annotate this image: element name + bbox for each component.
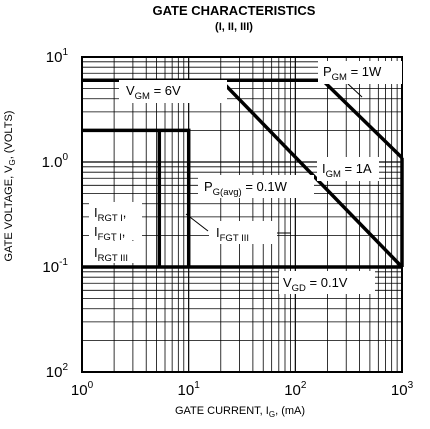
y-tick-label: 102	[46, 362, 69, 381]
series-line	[219, 79, 404, 269]
annotation-label: IGM = 1A	[322, 161, 372, 180]
annotation-label: VGM = 6V	[126, 83, 181, 102]
annotation-bg	[318, 61, 402, 84]
annotation-bg	[317, 157, 379, 181]
y-tick-label: 10-1	[42, 257, 68, 276]
annotation-label: IFGT I,	[94, 224, 125, 243]
annotation-label: VGD = 0.1V	[283, 275, 348, 294]
series-line	[321, 79, 404, 159]
annotations: VGM = 6V PGM = 1W IGM = 1A PG(avg) = 0.1W IR…	[89, 61, 402, 294]
x-tick-label: 103	[391, 380, 414, 399]
x-tick-label: 100	[71, 380, 94, 399]
y-tick-label: 101	[46, 47, 69, 66]
annotation-bg	[89, 241, 142, 263]
annotation-bg	[119, 80, 227, 103]
x-tick-label: 101	[178, 380, 201, 399]
chart-title: GATE CHARACTERISTICS	[153, 3, 316, 18]
annotation-bg	[198, 175, 314, 198]
y-tick-label: 1.00	[42, 152, 69, 171]
annotation-label: IRGT III	[94, 245, 128, 264]
x-tick-label: 102	[284, 380, 307, 399]
plot-frame	[81, 56, 403, 373]
annotation-label: IFGT III	[216, 225, 249, 244]
tick-labels: 100 101 102 103 101 1.00 10-1 102	[42, 47, 414, 399]
annotation-bg	[89, 221, 142, 240]
annotation-label: PG(avg) = 0.1W	[204, 179, 288, 198]
grid	[82, 57, 402, 372]
leader-line	[185, 213, 209, 232]
annotation-bg	[89, 202, 142, 221]
annotation-label: IRGT I,	[94, 205, 126, 224]
annotation-bg	[279, 271, 375, 294]
annotation-bg	[209, 221, 277, 244]
leader-line	[346, 82, 363, 98]
series-line	[82, 128, 191, 267]
x-axis-label: GATE CURRENT, IG, (mA)	[175, 405, 305, 419]
annotation-label: PGM = 1W	[323, 64, 382, 83]
y-axis-label: GATE VOLTAGE, VG, (VOLTS)	[3, 111, 17, 262]
chart-subtitle: (I, II, III)	[215, 21, 253, 33]
